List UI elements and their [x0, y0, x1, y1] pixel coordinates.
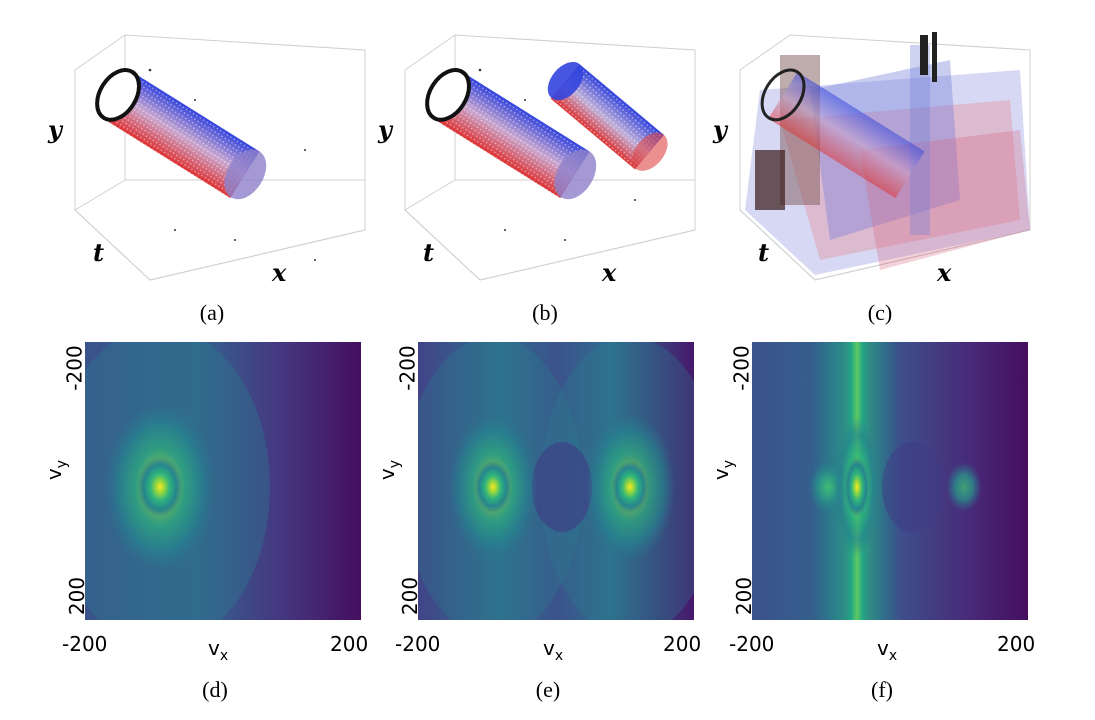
heatmap-e — [418, 342, 694, 620]
ylabel-f: vy — [709, 459, 738, 481]
ytick-e-bottom: 200 — [398, 576, 423, 616]
heatmap-d — [85, 342, 361, 620]
ytick-f-top: -200 — [729, 345, 754, 391]
ytick-d-bottom: 200 — [65, 576, 90, 616]
ylabel-d: vy — [42, 459, 71, 481]
axis-x-a: x — [272, 258, 287, 287]
xlabel-e: vx — [543, 636, 564, 664]
axis-y-c: y — [713, 115, 727, 144]
caption-e: (e) — [535, 677, 561, 702]
ylabel-e: vy — [375, 459, 404, 481]
xtick-f-left: -200 — [729, 632, 775, 656]
axis-t-b: t — [423, 238, 435, 267]
xlabel-f: vx — [877, 636, 898, 664]
caption-d: (d) — [202, 677, 228, 702]
xtick-e-left: -200 — [395, 632, 441, 656]
axis-y-b: y — [378, 115, 392, 144]
ytick-e-top: -200 — [395, 345, 420, 391]
caption-c: (c) — [867, 300, 893, 325]
caption-f: (f) — [871, 677, 893, 702]
xtick-d-right: 200 — [330, 632, 369, 656]
heatmap-f — [752, 342, 1028, 620]
plot-3d-a — [55, 30, 375, 300]
ytick-f-bottom: 200 — [732, 576, 757, 616]
caption-a: (a) — [199, 300, 225, 325]
xlabel-d: vx — [208, 636, 229, 664]
axis-y-a: y — [48, 115, 62, 144]
xtick-e-right: 200 — [663, 632, 702, 656]
xtick-d-left: -200 — [62, 632, 108, 656]
xtick-f-right: 200 — [997, 632, 1036, 656]
axis-t-a: t — [93, 238, 105, 267]
plot-3d-c — [720, 30, 1040, 300]
caption-b: (b) — [532, 300, 558, 325]
ytick-d-top: -200 — [62, 345, 87, 391]
axis-t-c: t — [758, 238, 770, 267]
axis-x-b: x — [602, 258, 617, 287]
plot-3d-b — [385, 30, 705, 300]
axis-x-c: x — [937, 258, 952, 287]
